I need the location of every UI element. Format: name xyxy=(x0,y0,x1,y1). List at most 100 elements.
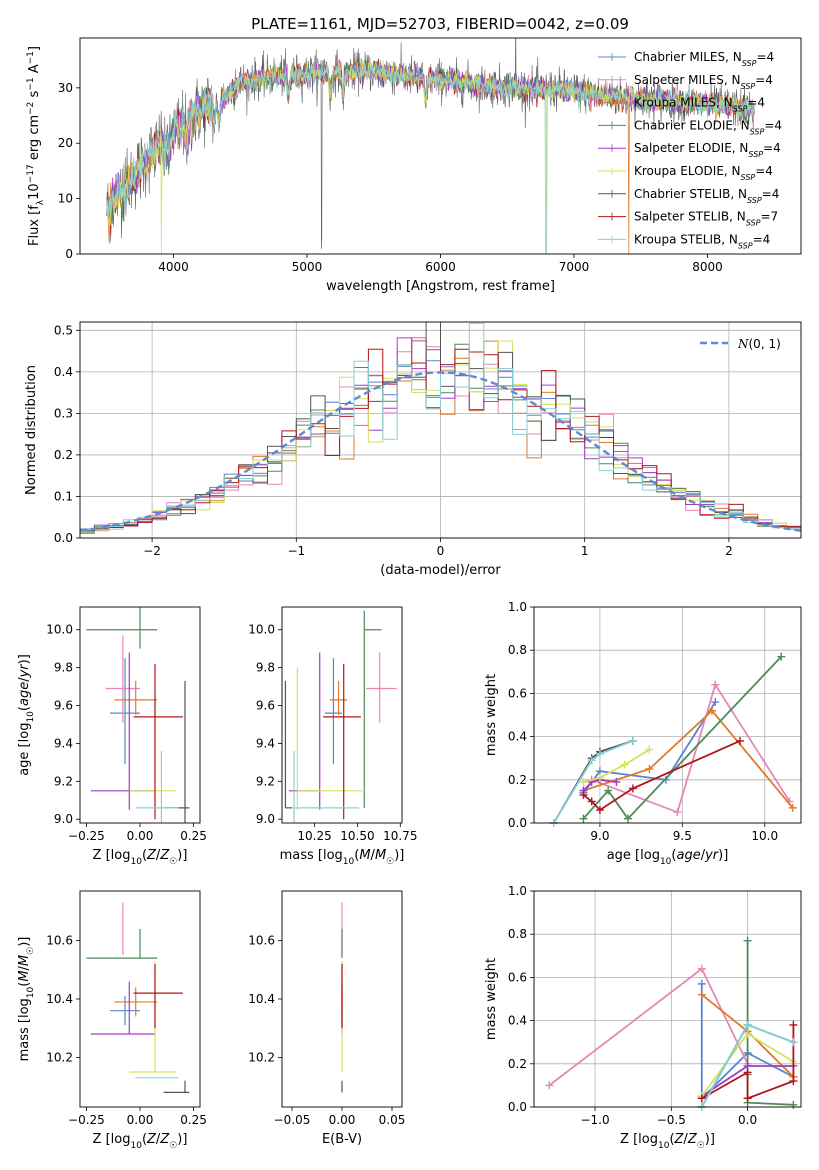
x-tick-label: 10.25 xyxy=(297,829,331,843)
x-tick-label: 8000 xyxy=(692,260,723,274)
x-tick-label: −0.05 xyxy=(274,1113,311,1127)
y-tick-label: 10.0 xyxy=(248,623,275,637)
age_vs_Z-axes: −0.25 0.00 0.25 9.0 9.2 9.4 9.6 9.8 10.0 xyxy=(46,623,207,843)
y-tick-label: 0.8 xyxy=(508,643,527,657)
x-tick-label: 10.75 xyxy=(383,829,417,843)
y-tick-label: 0.0 xyxy=(508,816,527,830)
y-tick-label: 10.6 xyxy=(248,934,275,948)
y-tick-label: 9.2 xyxy=(54,774,73,788)
x-tick-label: 7000 xyxy=(559,260,590,274)
x-tick-label: 0.0 xyxy=(738,1113,757,1127)
y-tick-label: 10.4 xyxy=(248,992,275,1006)
weight-line-krou_elodie xyxy=(583,748,650,783)
legend-label-salp_elodie: Salpeter ELODIE, NSSP=4 xyxy=(634,141,781,159)
mass_vs_Z-axes: −0.25 0.00 0.25 10.2 10.4 10.6 xyxy=(46,934,207,1127)
weight-point-chab_elodie xyxy=(743,936,752,945)
x-tick-label: 2 xyxy=(725,544,733,558)
x-tick-label: −2 xyxy=(143,544,161,558)
x-tick-label: −1.0 xyxy=(580,1113,609,1127)
residual-hist-krou_stelib xyxy=(80,322,801,530)
weight-point-krou_miles xyxy=(697,990,706,999)
age_vs_mass-xlabel: mass [log10(M/M☉)] xyxy=(280,848,405,867)
legend-label-chab_elodie: Chabrier ELODIE, NSSP=4 xyxy=(634,118,782,136)
y-tick-label: 10.6 xyxy=(46,934,73,948)
x-tick-label: 9.0 xyxy=(590,829,609,843)
spectrum-xlabel: wavelength [Angstrom, rest frame] xyxy=(326,279,555,294)
y-tick-label: 10.4 xyxy=(46,992,73,1006)
mass_vs_ebv-frame xyxy=(281,890,403,1108)
y-tick-label: 9.2 xyxy=(256,774,275,788)
y-tick-label: 1.0 xyxy=(508,884,527,898)
weight-point-krou_elodie xyxy=(579,777,588,786)
y-tick-label: 9.4 xyxy=(54,736,73,750)
residuals-ylabel: Normed distribution xyxy=(24,365,39,495)
legend-label-krou_miles: Kroupa MILES, NSSP=4 xyxy=(634,96,765,114)
age_vs_Z-xlabel: Z [log10(Z/Z☉)] xyxy=(93,848,188,867)
x-tick-label: 9.5 xyxy=(673,829,692,843)
x-tick-label: 5000 xyxy=(292,260,323,274)
age_vs_Z-ylabel: age [log10(age/yr)] xyxy=(17,654,36,776)
weight-point-krou_miles xyxy=(645,765,654,773)
y-tick-label: 0.6 xyxy=(508,686,527,700)
weight-point-krou_miles xyxy=(708,706,716,715)
weight-point-salp_miles xyxy=(711,680,720,689)
weight-point-salp_stelib xyxy=(743,1094,752,1103)
x-tick-label: 1 xyxy=(581,544,589,558)
weight-point-salp_stelib xyxy=(743,1068,752,1077)
x-tick-label: 0.00 xyxy=(127,1113,154,1127)
y-tick-label: 0.5 xyxy=(54,323,73,337)
weight-point-krou_miles xyxy=(788,803,797,812)
legend-label-krou_elodie: Kroupa ELODIE, NSSP=4 xyxy=(634,164,773,182)
gaussian-curve xyxy=(80,371,801,532)
weight-point-krou_elodie xyxy=(743,1029,752,1038)
y-tick-label: 0.0 xyxy=(508,1100,527,1114)
y-tick-label: 0.4 xyxy=(508,1014,527,1028)
weight-point-chab_miles xyxy=(697,979,706,988)
y-tick-label: 30 xyxy=(58,81,73,95)
y-tick-label: 9.8 xyxy=(256,661,275,675)
y-tick-label: 0.2 xyxy=(54,448,73,462)
weight-point-krou_stelib xyxy=(743,1020,752,1029)
y-tick-label: 0.4 xyxy=(54,365,73,379)
x-tick-label: −0.25 xyxy=(68,829,105,843)
y-tick-label: 20 xyxy=(58,136,73,150)
spectrum-frame xyxy=(79,37,802,255)
spectrum-axes: 4000 5000 6000 7000 8000 0 10 20 30 xyxy=(58,81,723,274)
y-tick-label: 10.2 xyxy=(46,1050,73,1064)
weight-point-salp_miles xyxy=(673,808,682,817)
mass_vs_Z-points xyxy=(86,902,190,1094)
x-tick-label: −1 xyxy=(287,544,305,558)
x-tick-label: 4000 xyxy=(158,260,189,274)
y-tick-label: 10 xyxy=(58,192,73,206)
weight-point-salp_stelib xyxy=(587,797,596,806)
weight-point-krou_stelib xyxy=(587,756,596,765)
age_vs_mass-frame xyxy=(281,606,403,824)
weight-point-chab_elodie xyxy=(623,814,632,823)
weight-point-salp_stelib xyxy=(697,1094,706,1103)
x-tick-label: 0.05 xyxy=(379,1113,406,1127)
y-tick-label: 9.0 xyxy=(54,812,73,826)
mass_vs_Z-xlabel: Z [log10(Z/Z☉)] xyxy=(93,1132,188,1151)
weight-line-krou_stelib xyxy=(553,740,634,824)
weight-line-salp_miles xyxy=(591,682,791,814)
legend-label-krou_stelib: Kroupa STELIB, NSSP=4 xyxy=(634,232,770,250)
y-tick-label: 0.0 xyxy=(54,531,73,545)
x-tick-label: 10.0 xyxy=(751,829,778,843)
y-tick-label: 9.6 xyxy=(54,699,73,713)
weight-point-salp_miles xyxy=(545,1081,554,1090)
weight_vs_Z-xlabel: Z [log10(Z/Z☉)] xyxy=(620,1132,715,1151)
residual-hist-chab_stelib xyxy=(80,322,801,532)
weight_vs_Z-frame xyxy=(533,890,802,1108)
weight-line-salp_elodie xyxy=(582,778,617,792)
x-tick-label: 0 xyxy=(437,544,445,558)
y-tick-label: 0 xyxy=(65,247,73,261)
weight_vs_age-lines xyxy=(549,652,797,827)
weight-point-chab_elodie xyxy=(604,786,613,795)
weight-point-salp_stelib xyxy=(628,784,637,793)
weight-point-krou_stelib xyxy=(595,749,604,758)
y-tick-label: 0.2 xyxy=(508,1057,527,1071)
spectrum-line-krou_stelib xyxy=(106,60,755,254)
weight-point-krou_elodie xyxy=(645,745,654,754)
